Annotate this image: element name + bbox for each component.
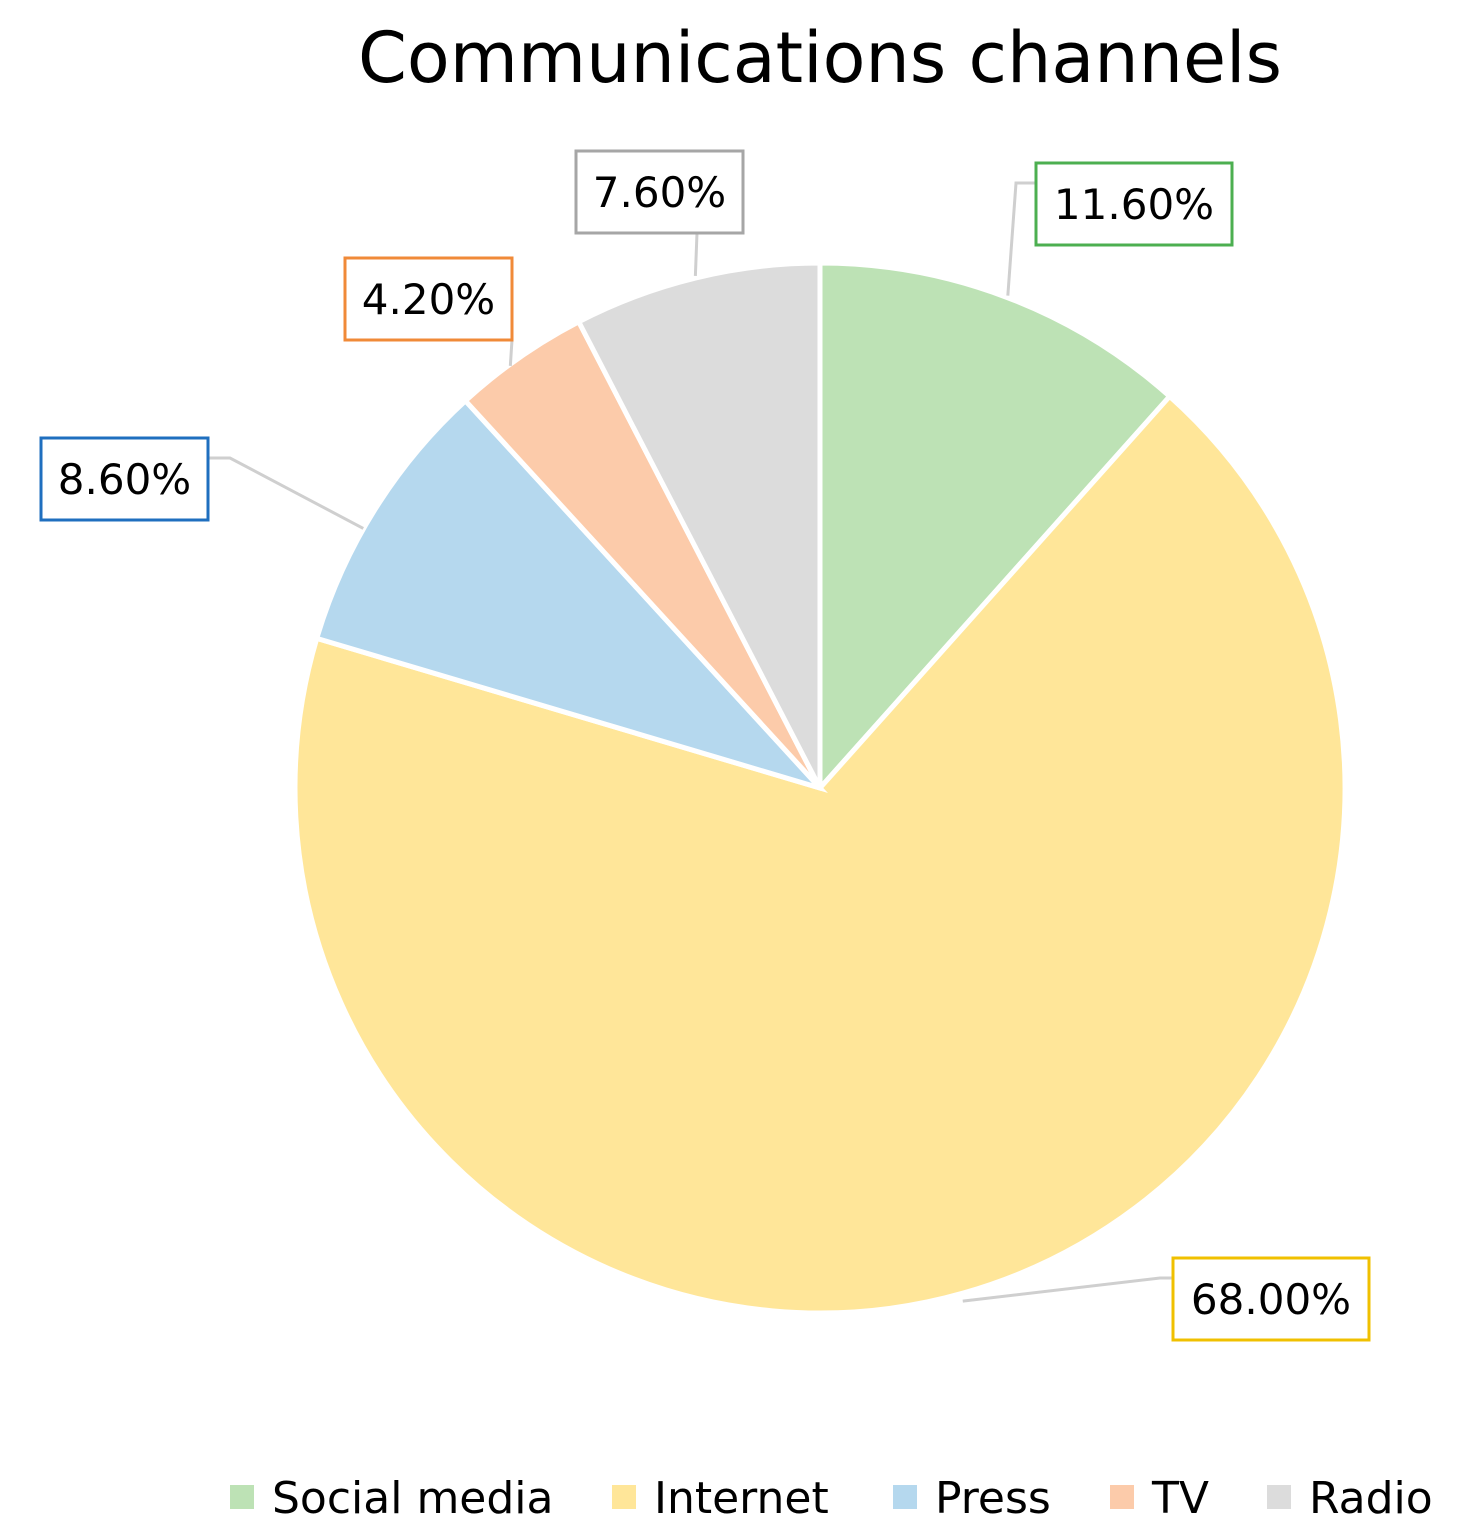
leader-line-radio xyxy=(693,232,699,277)
legend-label-radio: Radio xyxy=(1309,1473,1433,1524)
legend-label-social-media: Social media xyxy=(272,1473,554,1524)
legend-label-tv: TV xyxy=(1151,1473,1209,1524)
data-label-tv: 4.20% xyxy=(362,275,495,324)
leader-line-internet xyxy=(962,1276,1173,1303)
leader-line-social-media xyxy=(1006,181,1036,296)
chart-title: Communications channels xyxy=(358,17,1282,99)
pie-slice-radio xyxy=(575,260,823,790)
data-label-box-social-media xyxy=(1034,161,1234,247)
legend-swatch-social-media xyxy=(230,1485,254,1509)
pie-slice-internet xyxy=(292,392,1348,1316)
pie-slice-social-media xyxy=(817,260,1174,795)
legend: Social media Internet Press TV Radio xyxy=(230,1473,1433,1524)
data-label-social-media: 11.60% xyxy=(1054,180,1214,229)
pie-slices xyxy=(292,260,1348,1316)
data-label-box-radio xyxy=(574,149,745,235)
legend-label-internet: Internet xyxy=(654,1473,829,1524)
legend-swatch-radio xyxy=(1267,1485,1291,1509)
data-label-box-press xyxy=(39,436,210,522)
legend-label-press: Press xyxy=(935,1473,1051,1524)
data-label-press: 8.60% xyxy=(58,455,191,504)
legend-swatch-press xyxy=(893,1485,917,1509)
legend-swatch-internet xyxy=(612,1485,636,1509)
data-labels: 11.60% 68.00% 8.60% 4.20% 7.60% xyxy=(39,149,1371,1342)
leader-line-press xyxy=(208,456,364,530)
data-label-box-internet xyxy=(1171,1256,1371,1342)
pie-slice-press xyxy=(313,397,828,793)
leader-line-tv xyxy=(508,339,514,366)
leader-lines xyxy=(208,181,1173,1303)
legend-swatch-tv xyxy=(1110,1485,1134,1509)
data-label-box-tv xyxy=(343,256,514,342)
data-label-internet: 68.00% xyxy=(1191,1275,1351,1324)
data-label-radio: 7.60% xyxy=(593,168,726,217)
